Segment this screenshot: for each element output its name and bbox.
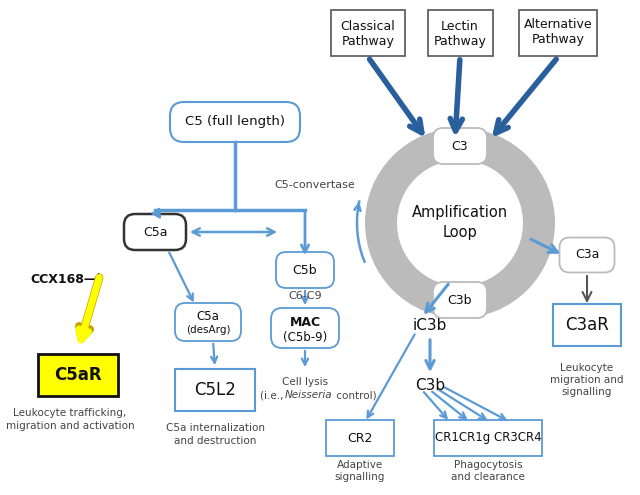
Text: C5L2: C5L2 — [194, 381, 236, 399]
Text: CCX168—|: CCX168—| — [30, 274, 101, 287]
Text: CR1CR1g CR3CR4: CR1CR1g CR3CR4 — [435, 432, 541, 445]
Text: and destruction: and destruction — [174, 436, 256, 446]
Text: Pathway: Pathway — [532, 34, 584, 47]
Text: CR2: CR2 — [348, 432, 372, 445]
Text: C3aR: C3aR — [565, 316, 609, 334]
Text: C3b: C3b — [415, 378, 445, 393]
FancyBboxPatch shape — [170, 102, 300, 142]
Bar — [331, 10, 405, 56]
Circle shape — [365, 128, 555, 318]
Bar — [175, 369, 255, 411]
FancyBboxPatch shape — [433, 128, 487, 164]
FancyBboxPatch shape — [271, 308, 339, 348]
FancyArrowPatch shape — [79, 278, 99, 339]
Text: migration and activation: migration and activation — [6, 421, 134, 431]
Bar — [326, 420, 394, 456]
FancyBboxPatch shape — [433, 282, 487, 318]
Text: signalling: signalling — [335, 472, 385, 482]
Text: Phagocytosis: Phagocytosis — [454, 460, 522, 470]
Bar — [38, 354, 118, 396]
Text: C5aR: C5aR — [54, 366, 102, 384]
Text: Leukocyte trafficking,: Leukocyte trafficking, — [13, 408, 127, 418]
Text: Alternative: Alternative — [524, 18, 592, 32]
Text: signalling: signalling — [562, 387, 612, 397]
Text: Neisseria: Neisseria — [285, 390, 333, 400]
Text: Lectin: Lectin — [441, 20, 479, 34]
Text: control): control) — [333, 390, 376, 400]
FancyArrowPatch shape — [79, 278, 99, 340]
Text: C5 (full length): C5 (full length) — [185, 115, 285, 129]
Text: C3a: C3a — [575, 248, 599, 261]
Text: C3: C3 — [452, 140, 468, 152]
Bar — [553, 304, 621, 346]
Bar — [519, 10, 597, 56]
Text: Pathway: Pathway — [433, 36, 486, 49]
Text: (desArg): (desArg) — [186, 325, 230, 335]
FancyBboxPatch shape — [124, 214, 186, 250]
Circle shape — [397, 160, 523, 286]
Text: C5b: C5b — [292, 263, 317, 277]
Text: C5a: C5a — [196, 309, 220, 323]
Text: Adaptive: Adaptive — [337, 460, 383, 470]
Text: migration and: migration and — [550, 375, 624, 385]
Text: C6-C9: C6-C9 — [288, 291, 322, 301]
FancyBboxPatch shape — [559, 238, 614, 273]
Text: Amplification: Amplification — [412, 205, 508, 220]
Text: iC3b: iC3b — [413, 317, 447, 333]
FancyBboxPatch shape — [276, 252, 334, 288]
Text: and clearance: and clearance — [451, 472, 525, 482]
Text: C5a internalization: C5a internalization — [166, 423, 264, 433]
Bar — [434, 420, 542, 456]
Text: Classical: Classical — [340, 20, 396, 34]
Text: (C5b-9): (C5b-9) — [283, 331, 327, 344]
Text: Pathway: Pathway — [342, 36, 394, 49]
Text: Loop: Loop — [443, 226, 477, 241]
FancyBboxPatch shape — [175, 303, 241, 341]
Text: (i.e.,: (i.e., — [260, 390, 287, 400]
Bar — [428, 10, 493, 56]
Text: Leukocyte: Leukocyte — [561, 363, 614, 373]
Text: C5a: C5a — [143, 226, 167, 239]
Text: C3b: C3b — [448, 294, 472, 306]
Text: MAC: MAC — [289, 316, 321, 330]
Text: Cell lysis: Cell lysis — [282, 377, 328, 387]
Text: C5-convertase: C5-convertase — [275, 180, 355, 190]
